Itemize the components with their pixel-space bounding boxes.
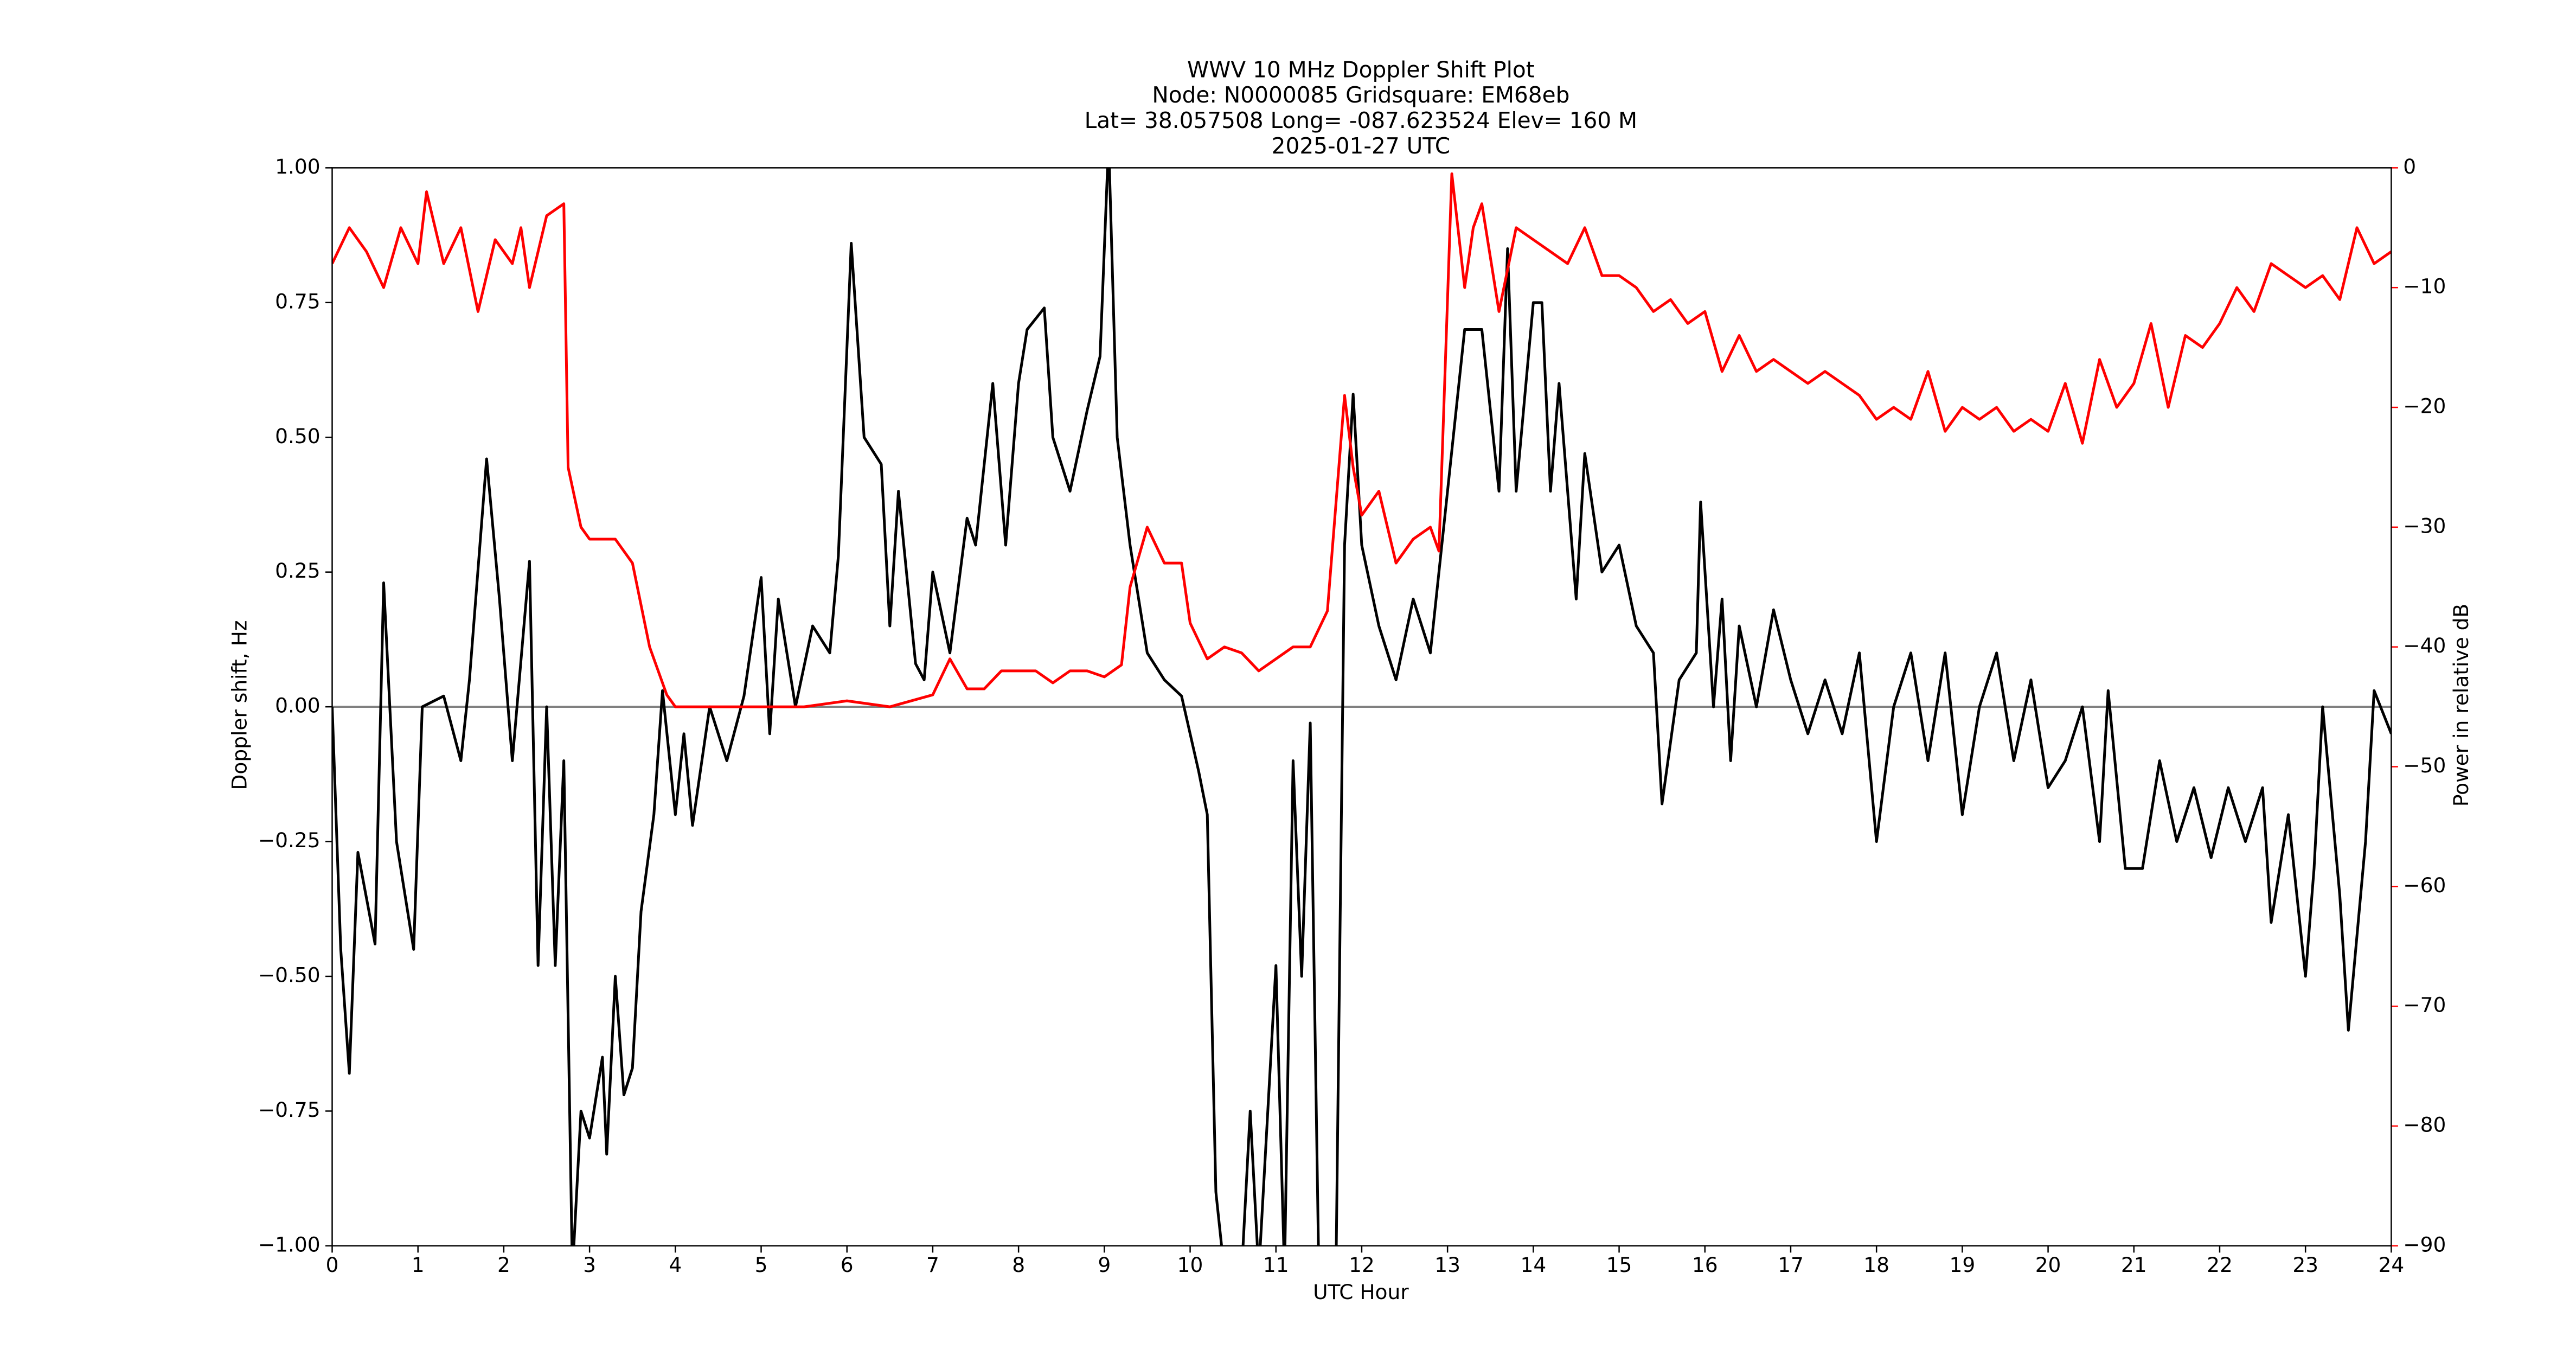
y-tick-label: −1.00	[258, 1232, 321, 1256]
x-tick-label: 21	[2121, 1253, 2147, 1277]
x-tick-label: 3	[583, 1253, 596, 1277]
y-tick-label: −0.75	[258, 1098, 321, 1122]
chart-subtitle: 2025-01-27 UTC	[1272, 133, 1450, 159]
y-tick-label: 0.00	[275, 694, 321, 718]
series-line	[332, 168, 2392, 1246]
x-tick-label: 8	[1012, 1253, 1025, 1277]
x-tick-label: 16	[1692, 1253, 1718, 1277]
y-tick-label: 0.25	[275, 559, 321, 583]
y2-tick-label: −90	[2403, 1232, 2446, 1256]
chart-subtitle: Node: N0000085 Gridsquare: EM68eb	[1152, 82, 1569, 108]
x-tick-label: 0	[326, 1253, 339, 1277]
y-tick-label: −0.25	[258, 828, 321, 852]
x-tick-label: 18	[1863, 1253, 1889, 1277]
plot-area	[332, 168, 2392, 1246]
x-tick-label: 17	[1778, 1253, 1804, 1277]
plot-frame	[331, 167, 2392, 1247]
y2-tick-label: −80	[2403, 1113, 2446, 1137]
x-axis-label: UTC Hour	[1313, 1280, 1409, 1304]
x-tick-label: 20	[2035, 1253, 2061, 1277]
x-tick-label: 15	[1606, 1253, 1632, 1277]
x-tick-label: 4	[669, 1253, 682, 1277]
y2-tick-label: −70	[2403, 993, 2446, 1017]
x-tick-label: 7	[926, 1253, 939, 1277]
x-tick-label: 24	[2379, 1253, 2405, 1277]
y-tick-label: 0.75	[275, 289, 321, 313]
y2-tick-label: −20	[2403, 394, 2446, 418]
x-tick-label: 14	[1520, 1253, 1546, 1277]
x-tick-label: 5	[755, 1253, 768, 1277]
x-tick-label: 13	[1434, 1253, 1460, 1277]
y-axis-label: Doppler shift, Hz	[227, 621, 251, 790]
y2-tick-label: −40	[2403, 634, 2446, 657]
y-tick-label: 1.00	[275, 155, 321, 178]
y2-tick-label: −60	[2403, 873, 2446, 897]
x-tick-label: 12	[1349, 1253, 1375, 1277]
x-tick-label: 10	[1177, 1253, 1203, 1277]
y2-tick-label: −10	[2403, 274, 2446, 298]
x-tick-label: 2	[497, 1253, 510, 1277]
y2-axis-label: Power in relative dB	[2449, 604, 2473, 807]
chart-title: WWV 10 MHz Doppler Shift Plot	[1187, 56, 1535, 82]
chart-subtitle: Lat= 38.057508 Long= -087.623524 Elev= 1…	[1085, 107, 1637, 133]
y-tick-label: −0.50	[258, 963, 321, 987]
series-line	[332, 172, 2392, 708]
x-tick-label: 19	[1950, 1253, 1976, 1277]
y-tick-label: 0.50	[275, 424, 321, 448]
y2-tick-label: −50	[2403, 753, 2446, 777]
x-tick-label: 1	[412, 1253, 425, 1277]
y2-tick-label: −30	[2403, 514, 2446, 538]
x-tick-label: 6	[841, 1253, 854, 1277]
x-tick-label: 9	[1098, 1253, 1111, 1277]
y2-tick-label: 0	[2403, 155, 2416, 178]
x-tick-label: 11	[1263, 1253, 1289, 1277]
x-tick-label: 22	[2207, 1253, 2233, 1277]
x-tick-label: 23	[2292, 1253, 2318, 1277]
